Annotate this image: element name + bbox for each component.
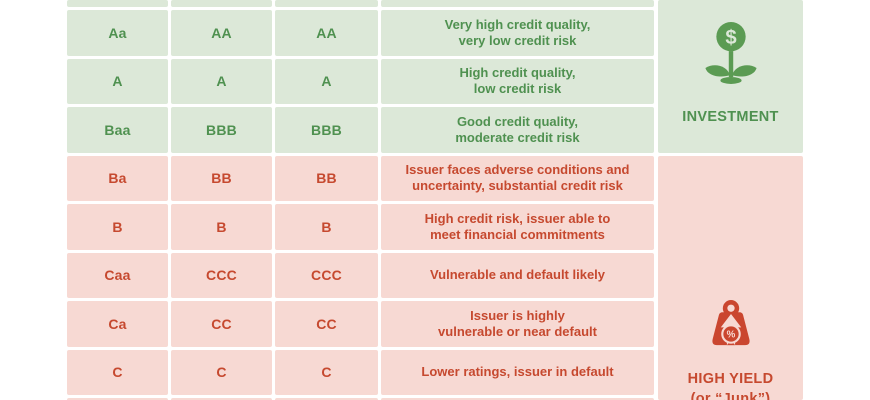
- moodys-rating-cell: A: [67, 58, 168, 104]
- percent-symbol: %: [726, 329, 735, 340]
- weight-percent-icon: %: [711, 299, 750, 345]
- fitch-rating-cell: B: [275, 204, 378, 250]
- partial-top-fitch-cell: [275, 0, 378, 7]
- partial-top-moodys-cell: [67, 0, 168, 7]
- high-yield-label: HIGH YIELD: [687, 370, 774, 387]
- sp-rating-cell: AA: [171, 10, 272, 56]
- fitch-rating-cell: CCC: [275, 252, 378, 298]
- rating-description-cell: Issuer is highly vulnerable or near defa…: [381, 301, 654, 347]
- rating-description-cell: High credit risk, issuer able to meet fi…: [381, 204, 654, 250]
- sp-rating-cell: BBB: [171, 107, 272, 153]
- partial-bottom-description-cell: [381, 397, 654, 400]
- rating-description-cell: Issuer faces adverse conditions and unce…: [381, 155, 654, 201]
- rating-description-cell: High credit quality, low credit risk: [381, 58, 654, 104]
- sp-rating-cell: BB: [171, 155, 272, 201]
- moodys-rating-cell: Ca: [67, 301, 168, 347]
- moodys-rating-cell: C: [67, 349, 168, 395]
- sp-rating-cell: CC: [171, 301, 272, 347]
- investment-label: INVESTMENT: [682, 109, 779, 125]
- partial-bottom-fitch-cell: [275, 397, 378, 400]
- fitch-rating-cell: AA: [275, 10, 378, 56]
- partial-bottom-sp-cell: [171, 397, 272, 400]
- moodys-rating-cell: Baa: [67, 107, 168, 153]
- fitch-rating-cell: BBB: [275, 107, 378, 153]
- money-plant-icon: $: [704, 21, 757, 84]
- partial-top-description-cell: [381, 0, 654, 7]
- rating-description-cell: Vulnerable and default likely: [381, 252, 654, 298]
- rating-description-cell: Very high credit quality, very low credi…: [381, 10, 654, 56]
- moodys-rating-cell: Aa: [67, 10, 168, 56]
- sp-rating-cell: C: [171, 349, 272, 395]
- investment-grade-section: $ INVESTMENT: [658, 0, 803, 153]
- partial-bottom-moodys-cell: [67, 397, 168, 400]
- sp-rating-cell: CCC: [171, 252, 272, 298]
- partial-top-sp-cell: [171, 0, 272, 7]
- moodys-rating-cell: Caa: [67, 252, 168, 298]
- fitch-rating-cell: CC: [275, 301, 378, 347]
- rating-description-cell: Good credit quality, moderate credit ris…: [381, 107, 654, 153]
- moodys-rating-cell: B: [67, 204, 168, 250]
- high-yield-section: % HIGH YIELD (or “Junk”): [658, 155, 803, 400]
- high-yield-junk-label: (or “Junk”): [690, 390, 771, 400]
- moodys-rating-cell: Ba: [67, 155, 168, 201]
- fitch-rating-cell: A: [275, 58, 378, 104]
- fitch-rating-cell: C: [275, 349, 378, 395]
- sp-rating-cell: B: [171, 204, 272, 250]
- dollar-symbol: $: [725, 27, 736, 49]
- fitch-rating-cell: BB: [275, 155, 378, 201]
- rating-description-cell: Lower ratings, issuer in default: [381, 349, 654, 395]
- sp-rating-cell: A: [171, 58, 272, 104]
